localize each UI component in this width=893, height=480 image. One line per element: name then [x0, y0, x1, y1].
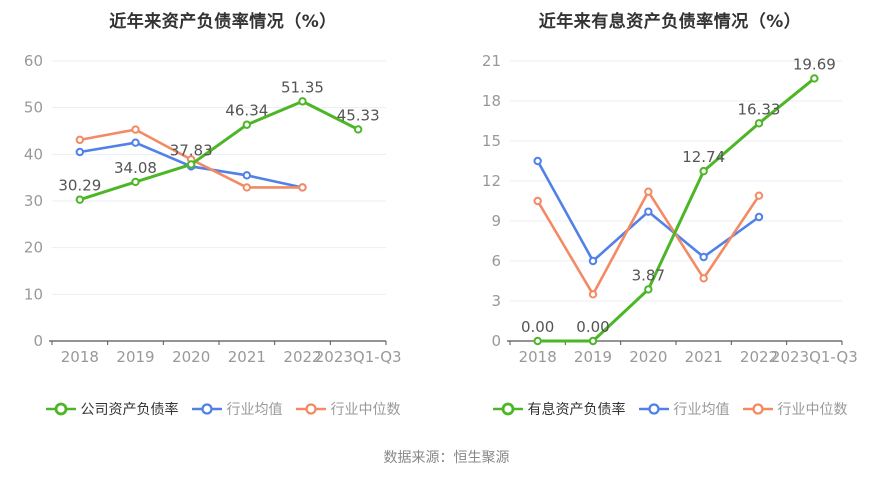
data-point-industry_avg[interactable]: [533, 156, 542, 166]
data-point-company[interactable]: [699, 166, 708, 176]
data-source-note: 数据来源：恒生聚源: [383, 450, 510, 466]
data-point-label: 30.29: [58, 177, 101, 195]
x-tick-label: 2020: [172, 348, 210, 366]
line-plot: 0 3 6 9 12 15 18 21 2018 2019 2020 2021 20222023Q1-Q…: [482, 52, 858, 366]
data-point-company[interactable]: [186, 160, 196, 169]
legend-item-label: 行业中位数: [330, 402, 401, 418]
x-tick-label: 2020: [629, 348, 667, 366]
data-point-company[interactable]: [242, 120, 252, 129]
x-tick-label: 2023Q1-Q3: [315, 348, 402, 366]
y-tick-label: 0: [491, 332, 501, 350]
x-tick-label: 2021: [228, 348, 266, 366]
data-point-company[interactable]: [533, 336, 542, 346]
x-tick-label: 2018: [61, 348, 99, 366]
chart-title: 近年来资产负债率情况（%）: [109, 12, 337, 32]
x-tick-label: 2019: [574, 348, 612, 366]
data-point-label: 0.00: [576, 318, 609, 336]
data-point-industry_median[interactable]: [242, 183, 252, 192]
x-tick-label: 2019: [116, 348, 154, 366]
data-point-industry_avg[interactable]: [75, 147, 85, 157]
y-tick-label: 3: [491, 292, 501, 310]
data-point-label: 3.87: [632, 266, 665, 284]
line-plot: 0 10 20 30 40 50 60 2018 2019 2020 2021 20222023Q1-…: [24, 52, 402, 366]
data-point-company[interactable]: [75, 195, 85, 204]
y-tick-label: 40: [24, 145, 43, 163]
data-point-label: 19.69: [793, 55, 836, 73]
data-point-company[interactable]: [644, 285, 653, 294]
data-point-industry_median[interactable]: [754, 191, 764, 200]
series-line-company: [78, 99, 360, 202]
x-tick-label: 2022: [740, 348, 778, 366]
chart-interest-bearing-ratio: 近年来有息资产负债率情况（%） 0 3 6 9 12 15 18 21 2018 2019 2020…: [447, 0, 893, 432]
data-point-industry_avg[interactable]: [131, 138, 140, 147]
legend-item-label: 行业中位数: [777, 402, 848, 418]
legend-line-marker-icon: [45, 402, 76, 416]
data-point-industry_median[interactable]: [75, 135, 85, 145]
legend-item-label: 行业均值: [673, 402, 730, 418]
legend-item-industry_median[interactable]: 行业中位数: [295, 399, 401, 419]
legend-line-marker-icon: [191, 403, 222, 415]
data-point-industry_median[interactable]: [699, 274, 708, 283]
legend-item-industry_avg[interactable]: 行业均值: [191, 399, 283, 419]
data-point-company[interactable]: [353, 125, 363, 134]
data-point-industry_median[interactable]: [644, 187, 653, 196]
y-tick-label: 0: [33, 332, 43, 350]
y-tick-label: 6: [491, 252, 501, 270]
data-point-label: 0.00: [521, 318, 554, 336]
data-point-label: 51.35: [281, 78, 324, 96]
data-point-industry_median[interactable]: [533, 196, 542, 206]
series-line-company: [536, 76, 816, 343]
y-tick-label: 18: [482, 92, 501, 110]
data-point-label: 46.34: [225, 102, 268, 120]
data-point-industry_median[interactable]: [588, 290, 598, 299]
legend-line-marker-icon: [295, 403, 326, 415]
data-point-company[interactable]: [131, 177, 140, 187]
x-tick-label: 2023Q1-Q3: [771, 348, 858, 366]
legend-line-marker-icon: [492, 402, 523, 416]
data-point-label: 12.74: [682, 148, 725, 166]
data-point-industry_median[interactable]: [131, 125, 140, 134]
data-point-industry_avg[interactable]: [588, 256, 598, 266]
chart-title: 近年来有息资产负债率情况（%）: [538, 12, 802, 32]
data-point-industry_avg[interactable]: [242, 171, 252, 180]
data-point-company[interactable]: [810, 74, 819, 83]
data-point-label: 37.83: [170, 141, 213, 159]
legend-item-industry_avg[interactable]: 行业均值: [638, 399, 730, 419]
legend-item-company[interactable]: 有息资产负债率: [492, 399, 626, 419]
legend-item-industry_median[interactable]: 行业中位数: [742, 399, 848, 419]
y-tick-label: 60: [24, 52, 43, 70]
chart-legend: 有息资产负债率 行业均值 行业中位数: [447, 396, 893, 422]
x-tick-label: 2021: [685, 348, 723, 366]
data-point-label: 34.08: [114, 159, 157, 177]
y-tick-label: 20: [24, 239, 43, 257]
y-tick-label: 21: [482, 52, 501, 70]
data-point-company[interactable]: [298, 97, 307, 106]
data-point-industry_avg[interactable]: [699, 252, 708, 262]
data-point-label: 45.33: [337, 106, 380, 124]
y-tick-label: 12: [482, 172, 501, 190]
y-tick-label: 15: [482, 132, 501, 150]
legend-item-company[interactable]: 公司资产负债率: [45, 399, 179, 419]
y-tick-label: 50: [24, 99, 43, 117]
chart-legend: 公司资产负债率 行业均值 行业中位数: [0, 396, 446, 422]
y-tick-label: 30: [24, 192, 43, 210]
x-tick-label: 2018: [519, 348, 557, 366]
legend-line-marker-icon: [742, 403, 773, 415]
data-point-company[interactable]: [588, 336, 598, 346]
chart-asset-liability-ratio: 近年来资产负债率情况（%） 0 10 20 30 40 50 60 2018 2019 2020 2…: [0, 0, 446, 432]
x-tick-label: 2022: [283, 348, 321, 366]
data-point-industry_avg[interactable]: [644, 207, 653, 216]
legend-line-marker-icon: [638, 403, 669, 415]
data-point-industry_avg[interactable]: [754, 212, 764, 222]
legend-item-label: 有息资产负债率: [527, 402, 626, 418]
legend-item-label: 公司资产负债率: [80, 402, 179, 418]
data-point-industry_median[interactable]: [298, 183, 307, 192]
data-point-company[interactable]: [754, 119, 764, 128]
y-tick-label: 9: [491, 212, 501, 230]
data-point-label: 16.33: [738, 100, 781, 118]
y-tick-label: 10: [24, 285, 43, 303]
legend-item-label: 行业均值: [226, 402, 283, 418]
